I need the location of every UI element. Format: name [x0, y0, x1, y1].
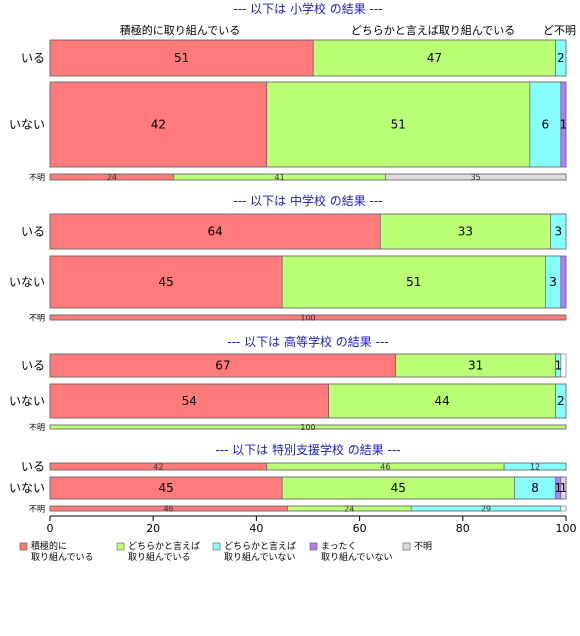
bar-frame-3-1	[49, 476, 567, 500]
bar-0-1-1	[266, 81, 531, 168]
x-tick-label-2: 40	[249, 522, 263, 535]
bar-frame-0-0	[49, 39, 567, 77]
bar-frame-1-0	[49, 213, 567, 250]
bar-1-0-1	[379, 213, 551, 250]
bar-frame-2-0	[49, 353, 567, 378]
legend-swatch-1	[116, 542, 125, 551]
x-tick-label-3: 60	[353, 522, 367, 535]
value-label-3-1-3: 1	[554, 481, 562, 495]
value-label-3-1-1: 45	[391, 481, 406, 495]
legend-label-1-1: 取り組んでいる	[128, 551, 191, 563]
row-label-2-0: いる	[21, 359, 45, 373]
column-header-2: ど不明	[543, 24, 576, 37]
x-tick-label-5: 100	[556, 522, 577, 535]
bar-2-1-0	[49, 383, 329, 419]
value-label-1-0-0: 64	[207, 225, 222, 239]
value-label-3-0-0: 42	[153, 463, 163, 472]
value-label-0-0-2: 2	[557, 51, 565, 65]
x-tick-label-0: 0	[47, 522, 54, 535]
row-label-0-0: いる	[21, 51, 45, 65]
legend-label-4-0: 不明	[414, 541, 432, 552]
bar-frame-1-2	[49, 314, 567, 321]
bar-frame-2-1	[49, 383, 567, 419]
row-label-1-2: 不明	[29, 314, 45, 323]
row-label-2-2: 不明	[29, 423, 45, 432]
legend-swatch-2	[212, 542, 221, 551]
row-label-0-2: 不明	[29, 173, 45, 182]
bar-frame-3-0	[49, 462, 567, 471]
row-label-3-2: 不明	[29, 505, 45, 514]
value-label-2-0-1: 31	[468, 359, 483, 373]
legend-swatch-4	[402, 542, 411, 551]
value-label-3-2-1: 24	[344, 505, 354, 514]
x-tick-label-1: 20	[146, 522, 160, 535]
bar-2-1-1	[328, 383, 556, 419]
value-label-0-1-0: 42	[151, 118, 166, 132]
value-label-2-1-2: 2	[557, 394, 565, 408]
value-label-2-1-1: 44	[435, 394, 450, 408]
bar-frame-2-2	[49, 424, 567, 430]
bar-1-1-3	[560, 255, 567, 309]
row-label-2-1: いない	[9, 394, 45, 408]
bar-frame-0-2	[49, 173, 567, 181]
value-label-0-2-4: 35	[471, 173, 481, 182]
bar-frame-0-1	[49, 81, 567, 168]
value-label-3-0-1: 46	[380, 463, 390, 472]
value-label-1-1-2: 3	[549, 275, 557, 289]
legend-label-2-1: 取り組んでいない	[224, 551, 296, 563]
column-header-1: どちらかと言えば取り組んでいる	[351, 24, 515, 37]
legend-label-3-0: まったく	[321, 541, 357, 552]
bar-0-0-1	[312, 39, 556, 77]
value-label-3-1-2: 8	[531, 481, 539, 495]
value-label-3-1-4: 1	[560, 481, 568, 495]
value-label-0-0-0: 51	[174, 51, 189, 65]
legend-label-0-0: 積極的に	[31, 540, 67, 552]
value-label-1-2-0: 100	[300, 314, 315, 323]
value-label-2-1-0: 54	[182, 394, 197, 408]
legend-label-1-0: どちらかと言えば	[128, 540, 200, 552]
bar-0-1-0	[49, 81, 268, 168]
legend-swatch-3	[309, 542, 318, 551]
value-label-0-0-1: 47	[427, 51, 442, 65]
panel-title-0: --- 以下は 小学校 の結果 ---	[233, 1, 382, 16]
bar-0-0-0	[49, 39, 314, 77]
value-label-3-2-2: 29	[481, 505, 491, 514]
legend-label-3-1: 取り組んでいない	[321, 551, 393, 563]
value-label-1-0-2: 3	[554, 225, 562, 239]
row-label-1-1: いない	[9, 275, 45, 289]
value-label-3-1-0: 45	[158, 481, 173, 495]
value-label-2-0-2: 1	[554, 359, 562, 373]
value-label-3-2-0: 46	[164, 505, 174, 514]
value-label-0-2-1: 41	[275, 173, 285, 182]
value-label-0-1-1: 51	[391, 118, 406, 132]
panel-title-2: --- 以下は 高等学校 の結果 ---	[227, 334, 388, 349]
value-label-0-2-0: 24	[107, 173, 117, 182]
legend-label-0-1: 取り組んでいる	[31, 551, 94, 563]
x-tick-label-4: 80	[456, 522, 470, 535]
bar-frame-1-1	[49, 255, 567, 309]
bar-1-1-1	[281, 255, 546, 309]
value-label-3-0-2: 12	[530, 463, 540, 472]
row-label-0-1: いない	[9, 118, 45, 132]
value-label-1-0-1: 33	[458, 225, 473, 239]
legend-label-2-0: どちらかと言えば	[224, 540, 296, 552]
column-header-0: 積極的に取り組んでいる	[120, 23, 240, 37]
row-label-1-0: いる	[21, 225, 45, 239]
panel-title-3: --- 以下は 特別支援学校 の結果 ---	[215, 442, 400, 457]
value-label-2-0-0: 67	[215, 359, 230, 373]
row-label-3-0: いる	[21, 460, 45, 474]
panel-title-1: --- 以下は 中学校 の結果 ---	[233, 193, 382, 208]
bar-frame-3-2	[49, 505, 567, 512]
value-label-1-1-1: 51	[406, 275, 421, 289]
legend-swatch-0	[19, 542, 28, 551]
value-label-0-1-2: 6	[542, 118, 550, 132]
value-label-2-2-1: 100	[300, 423, 315, 432]
row-label-3-1: いない	[9, 481, 45, 495]
value-label-1-1-0: 45	[158, 275, 173, 289]
value-label-0-1-3: 1	[560, 118, 568, 132]
